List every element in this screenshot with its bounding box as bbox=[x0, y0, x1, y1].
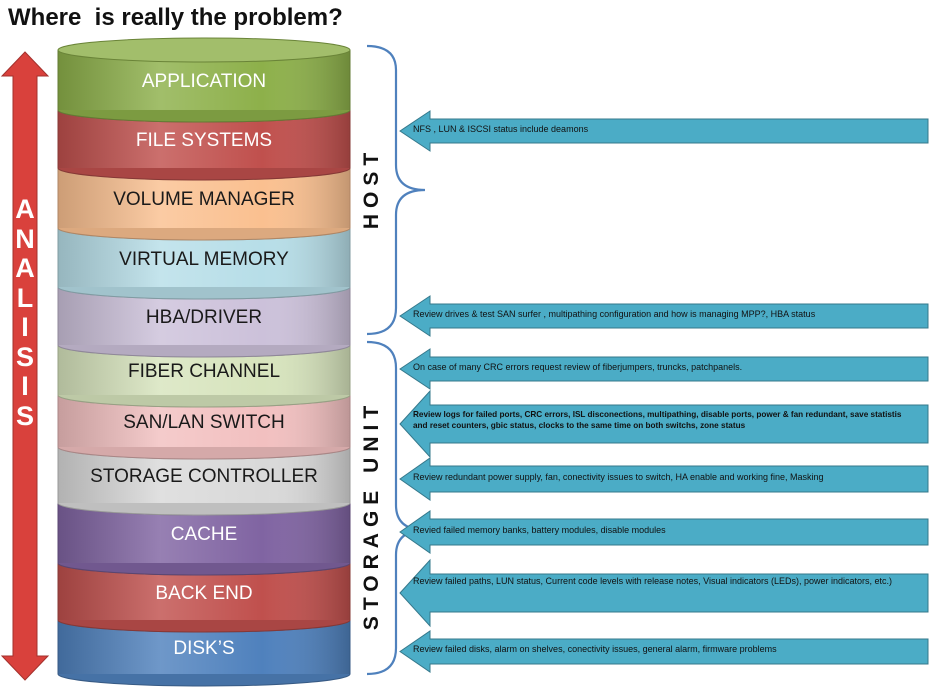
note-4: Review logs for failed ports, CRC errors… bbox=[413, 410, 902, 430]
callout-arrow-6 bbox=[399, 510, 929, 554]
callout-arrow-5 bbox=[399, 457, 929, 501]
host-group-label: HOST bbox=[357, 138, 387, 238]
analisis-letter: A bbox=[15, 194, 35, 224]
note-1: NFS , LUN & ISCSI status include deamons bbox=[413, 124, 589, 134]
analisis-letter: S bbox=[15, 400, 34, 431]
analysis-double-arrow bbox=[0, 51, 50, 681]
host-group-text: HOST bbox=[360, 146, 383, 230]
analisis-letter: I bbox=[21, 312, 29, 342]
callout-arrow-3 bbox=[399, 348, 929, 390]
analisis-letter: A bbox=[15, 253, 35, 283]
callout-arrow-1 bbox=[399, 110, 929, 152]
analisis-letter: I bbox=[21, 371, 29, 401]
layer-application bbox=[57, 37, 351, 123]
callout-arrow-7 bbox=[399, 558, 929, 628]
note-5: Review redundant power supply, fan, cone… bbox=[413, 472, 824, 482]
analisis-letter: L bbox=[16, 282, 34, 313]
double-arrow-shape bbox=[0, 51, 50, 681]
note-6: Revied failed memory banks, battery modu… bbox=[413, 525, 666, 535]
layer-stack bbox=[57, 37, 351, 687]
storage-group-label: STORAGE UNIT bbox=[357, 390, 387, 640]
host-brace bbox=[366, 44, 426, 336]
page-title: Where is really the problem? bbox=[8, 4, 343, 31]
analisis-letter: S bbox=[15, 341, 34, 372]
storage-group-text: STORAGE UNIT bbox=[360, 399, 383, 631]
callout-arrow-2 bbox=[399, 295, 929, 337]
layer-top bbox=[57, 37, 351, 63]
callout-arrows bbox=[399, 110, 929, 673]
note-2: Review drives & test SAN surfer , multip… bbox=[413, 309, 816, 319]
callout-arrow-4 bbox=[399, 389, 929, 459]
note-7: Review failed paths, LUN status, Current… bbox=[413, 576, 893, 586]
note-3: On case of many CRC errors request revie… bbox=[413, 362, 743, 372]
note-8: Review failed disks, alarm on shelves, c… bbox=[413, 644, 777, 654]
callout-arrow-8 bbox=[399, 630, 929, 673]
analisis-letter: N bbox=[15, 223, 35, 254]
